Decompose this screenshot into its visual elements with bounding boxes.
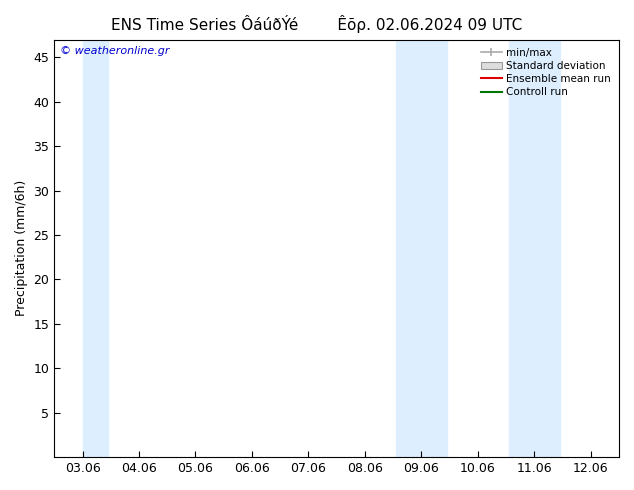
Y-axis label: Precipitation (mm/6h): Precipitation (mm/6h) — [15, 180, 28, 317]
Text: © weatheronline.gr: © weatheronline.gr — [60, 46, 169, 56]
Bar — [82, 40, 108, 457]
Bar — [396, 40, 447, 457]
Text: ENS Time Series ÔáúðÝé        Êõρ. 02.06.2024 09 UTC: ENS Time Series ÔáúðÝé Êõρ. 02.06.2024 0… — [112, 15, 522, 33]
Bar — [509, 40, 560, 457]
Legend: min/max, Standard deviation, Ensemble mean run, Controll run: min/max, Standard deviation, Ensemble me… — [478, 45, 614, 100]
